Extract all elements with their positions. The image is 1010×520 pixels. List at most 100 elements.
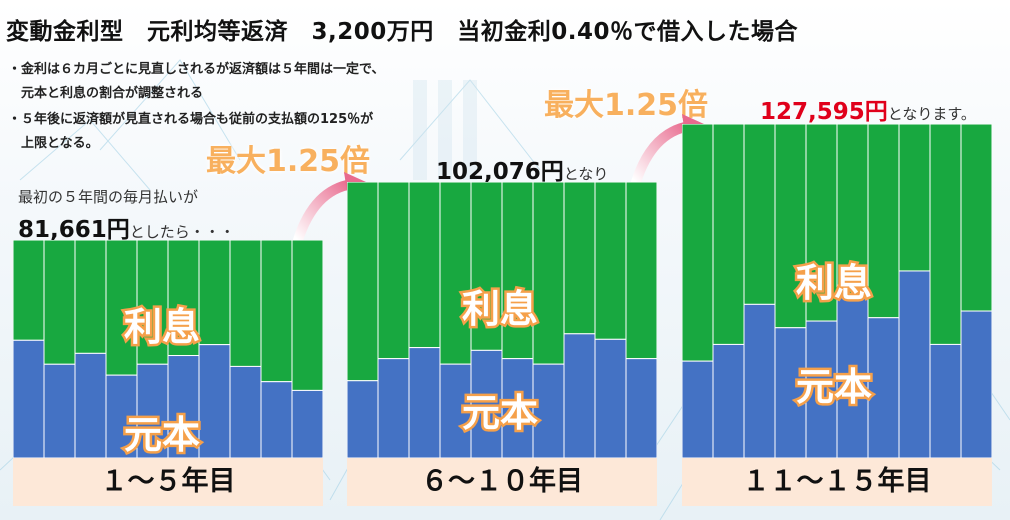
principal-segment [712, 343, 745, 458]
chart-years-6-10-bars [347, 182, 657, 458]
chart-years-11-15-bars [682, 124, 992, 458]
page-title: 変動金利型 元利均等返済 3,200万円 当初金利0.40％で借入した場合 [6, 19, 798, 45]
interest-segment [167, 240, 200, 357]
principal-segment [929, 343, 962, 458]
interest-label-2: 利息 [459, 285, 540, 334]
chart-years-1-5-bars [13, 240, 323, 458]
chart-years-6-10 [347, 182, 657, 458]
note-line-3: ・５年後に返済額が見直される場合も従前の支払額の125％が [8, 112, 374, 127]
interest-label-3: 利息 [793, 259, 874, 308]
period-label-2: ６～１０年目 [347, 458, 657, 506]
interest-segment [229, 240, 262, 367]
interest-segment [960, 124, 992, 312]
second-amount-yen: 円 [540, 159, 564, 185]
chart-years-11-15 [682, 124, 992, 458]
period-label-1: １～５年目 [13, 458, 323, 506]
interest-segment [13, 240, 45, 341]
principal-segment [377, 358, 410, 458]
principal-segment [836, 297, 869, 458]
first-period-intro: 最初の５年間の毎月払いが [18, 188, 199, 206]
interest-segment [563, 182, 596, 335]
principal-segment [501, 358, 534, 458]
interest-segment [74, 240, 107, 354]
bar-5 [136, 240, 169, 458]
interest-segment [501, 182, 534, 360]
bar-3 [408, 182, 441, 458]
third-amount-value: 127,595 [760, 99, 865, 125]
interest-segment [43, 240, 76, 365]
bar-4 [105, 240, 138, 458]
bar-3 [743, 124, 776, 458]
principal-segment [347, 380, 379, 458]
principal-segment [43, 363, 76, 458]
second-amount-value: 102,076 [436, 159, 541, 185]
interest-segment [260, 240, 293, 383]
bar-5 [470, 182, 503, 458]
principal-segment [167, 355, 200, 458]
bar-2 [43, 240, 76, 458]
interest-segment [136, 240, 169, 365]
principal-segment [563, 333, 596, 458]
third-amount-tail: となります。 [887, 105, 976, 123]
principal-segment [774, 327, 807, 458]
bar-10 [291, 240, 323, 458]
principal-segment [291, 389, 323, 458]
first-amount-yen: 円 [106, 217, 130, 243]
third-period-amount: 127,595円となります。 [760, 92, 976, 126]
bar-8 [898, 124, 931, 458]
multiplier-label-2: 最大1.25倍 [544, 88, 709, 123]
bar-6 [501, 182, 534, 458]
interest-segment [291, 240, 323, 391]
principal-segment [867, 317, 900, 458]
bar-6 [167, 240, 200, 458]
interest-segment [532, 182, 565, 365]
principal-label-3: 元本 [793, 363, 874, 412]
interest-segment [470, 182, 503, 351]
principal-label-1: 元本 [121, 411, 202, 460]
interest-segment [439, 182, 472, 365]
bar-5 [805, 124, 838, 458]
interest-segment [805, 124, 838, 322]
bar-9 [260, 240, 293, 458]
multiplier-label-1: 最大1.25倍 [206, 144, 371, 179]
principal-segment [439, 363, 472, 458]
principal-segment [960, 310, 992, 458]
first-period-amount: 81,661円としたら・・・ [18, 210, 235, 244]
bar-6 [836, 124, 869, 458]
principal-segment [743, 303, 776, 458]
principal-segment [532, 363, 565, 458]
second-period-amount: 102,076円となり [436, 152, 608, 186]
principal-segment [682, 360, 714, 458]
principal-segment [136, 363, 169, 458]
chart-years-1-5 [13, 240, 323, 458]
note-line-2: 元本と利息の割合が調整される [8, 86, 204, 101]
bar-2 [377, 182, 410, 458]
first-amount-tail: としたら・・・ [129, 223, 235, 241]
interest-segment [867, 124, 900, 319]
interest-segment [743, 124, 776, 305]
bar-10 [625, 182, 657, 458]
principal-segment [594, 338, 627, 458]
principal-segment [898, 270, 931, 458]
bar-7 [867, 124, 900, 458]
bar-9 [929, 124, 962, 458]
note-line-1: ・金利は６カ月ごとに見直しされるが返済額は５年間は一定で、 [8, 62, 385, 77]
bar-4 [774, 124, 807, 458]
bar-1 [13, 240, 45, 458]
principal-segment [260, 381, 293, 458]
principal-segment [229, 365, 262, 458]
bar-2 [712, 124, 745, 458]
interest-segment [929, 124, 962, 345]
principal-segment [408, 347, 441, 458]
interest-segment [898, 124, 931, 272]
interest-label-1: 利息 [121, 303, 202, 352]
interest-segment [347, 182, 379, 382]
interest-segment [377, 182, 410, 360]
interest-segment [625, 182, 657, 360]
principal-label-2: 元本 [459, 389, 540, 438]
first-amount-value: 81,661 [18, 217, 107, 243]
bar-7 [532, 182, 565, 458]
second-amount-tail: となり [563, 165, 609, 183]
interest-segment [198, 240, 231, 346]
period-label-3: １１～１５年目 [682, 458, 992, 506]
